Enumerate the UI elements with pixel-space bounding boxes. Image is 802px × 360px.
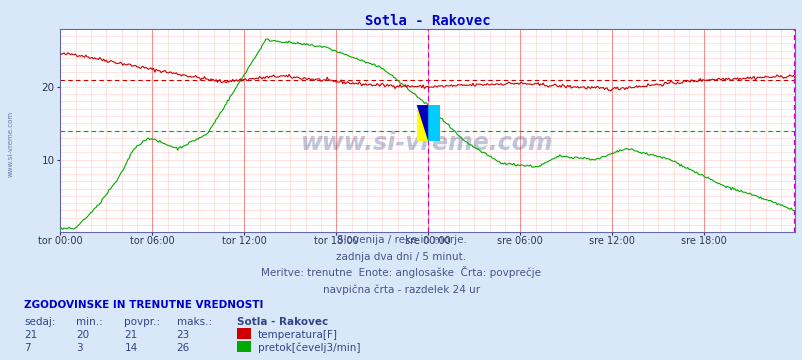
Text: Sotla - Rakovec: Sotla - Rakovec [237,317,328,327]
Text: 21: 21 [24,330,38,340]
Text: 3: 3 [76,343,83,353]
Polygon shape [416,105,427,141]
Text: www.si-vreme.com: www.si-vreme.com [7,111,14,177]
Text: Slovenija / reke in morje.: Slovenija / reke in morje. [336,235,466,245]
Text: min.:: min.: [76,317,103,327]
Text: sedaj:: sedaj: [24,317,55,327]
Text: 7: 7 [24,343,30,353]
Text: 14: 14 [124,343,138,353]
Text: pretok[čevelj3/min]: pretok[čevelj3/min] [257,342,360,353]
Text: navpična črta - razdelek 24 ur: navpična črta - razdelek 24 ur [322,284,480,295]
Text: temperatura[F]: temperatura[F] [257,330,338,340]
Bar [416,105,427,141]
Text: 26: 26 [176,343,190,353]
Text: 23: 23 [176,330,190,340]
Text: Meritve: trenutne  Enote: anglosaške  Črta: povprečje: Meritve: trenutne Enote: anglosaške Črta… [261,266,541,279]
Text: www.si-vreme.com: www.si-vreme.com [301,131,553,155]
Text: 20: 20 [76,330,89,340]
Text: ZGODOVINSKE IN TRENUTNE VREDNOSTI: ZGODOVINSKE IN TRENUTNE VREDNOSTI [24,300,263,310]
Text: zadnja dva dni / 5 minut.: zadnja dva dni / 5 minut. [336,252,466,262]
Title: Sotla - Rakovec: Sotla - Rakovec [364,14,490,28]
Text: 21: 21 [124,330,138,340]
Text: maks.:: maks.: [176,317,212,327]
Text: povpr.:: povpr.: [124,317,160,327]
Bar [427,105,439,141]
